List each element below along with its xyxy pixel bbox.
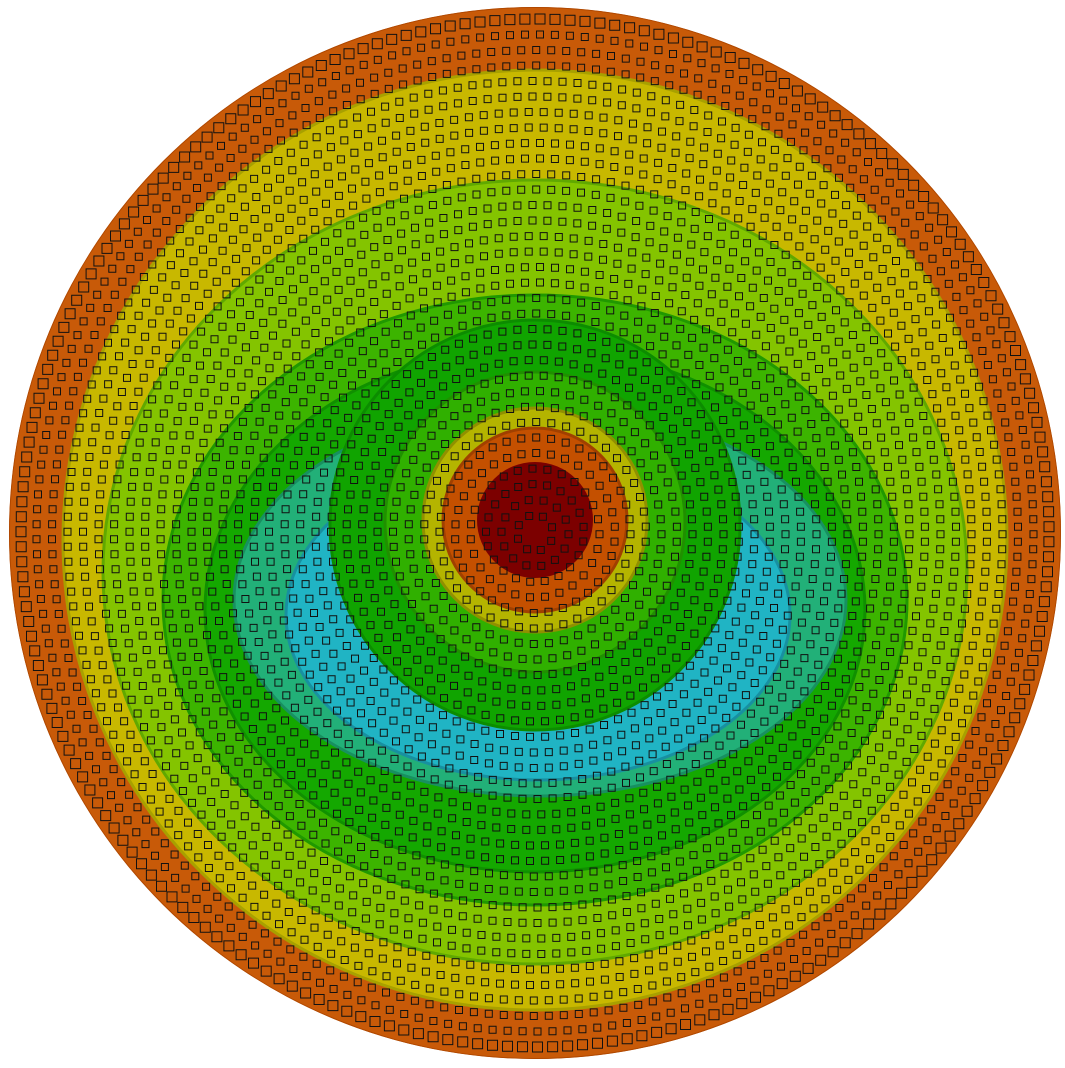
mesh-cells (15, 13, 1055, 1053)
core-red (477, 462, 593, 578)
